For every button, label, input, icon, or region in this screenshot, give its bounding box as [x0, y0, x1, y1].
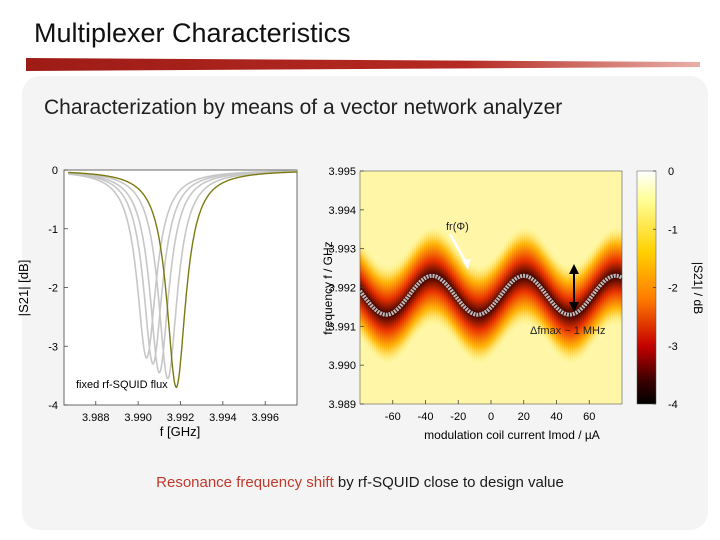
y-tick-label-right: 3.992	[328, 283, 356, 295]
heatmap-band-strip	[370, 253, 373, 355]
x-tick-label-right: -40	[418, 411, 434, 423]
heatmap-band-strip	[372, 255, 375, 357]
heatmap-band-strip	[502, 243, 505, 345]
y-tick-label-right: 3.989	[328, 399, 356, 411]
heatmap-band-strip	[612, 225, 615, 327]
delta-f-annotation: Δfmax ~ 1 MHz	[530, 325, 606, 337]
heatmap-band-strip	[404, 251, 407, 353]
x-axis-label-right: modulation coil current Imod / µA	[424, 428, 600, 442]
x-tick-label-right: 20	[518, 411, 530, 423]
x-tick-label-right: -20	[450, 411, 466, 423]
heatmap-band-strip	[504, 240, 507, 342]
caption-highlight: Resonance frequency shift	[156, 474, 334, 491]
heatmap-band-strip	[514, 229, 517, 331]
heatmap-band-strip	[506, 238, 509, 339]
fixed-flux-annotation: fixed rf-SQUID flux	[76, 379, 168, 391]
fr-arrow-head	[462, 259, 471, 270]
heatmap-band-strip	[550, 249, 553, 351]
y-tick-label-right: 3.993	[328, 244, 356, 256]
heatmap-band-strip	[428, 226, 431, 328]
heatmap-band-strip	[618, 225, 621, 327]
heatmap-band-strip	[448, 235, 451, 337]
heatmap-band-strip	[486, 261, 489, 363]
heatmap-band-strip	[452, 240, 455, 342]
y-axis-label-left: |S21| [dB]	[18, 260, 31, 317]
heatmap-band-strip	[586, 253, 589, 355]
x-tick-label-left: 3.992	[167, 412, 195, 424]
heatmap-band-strip	[560, 260, 563, 362]
spectrum-line-4	[68, 170, 297, 380]
x-tick-label-right: 40	[550, 411, 562, 423]
delta-f-arrow-top	[569, 264, 579, 274]
plot-frame-left	[63, 169, 298, 406]
x-tick-label-left: 3.988	[82, 412, 110, 424]
y-tick-label-right: 3.990	[328, 360, 356, 372]
heatmap-band-strip	[402, 253, 405, 355]
spectrum-line-5	[68, 171, 297, 389]
heatmap-band-strip	[434, 225, 437, 327]
colorbar-label: |S21| / dB	[691, 262, 705, 314]
heatmap-band-strip	[472, 262, 475, 364]
y-tick-label-left: 0	[52, 165, 58, 177]
heatmap-band-strip	[530, 227, 533, 329]
heatmap-band-strip	[442, 229, 445, 331]
x-tick-label-right: -60	[385, 411, 401, 423]
heatmap-band-strip	[450, 238, 453, 340]
heatmap-band-strip	[574, 263, 577, 365]
heatmap-band-strip	[374, 257, 377, 359]
heatmap-band-strip	[400, 256, 403, 358]
heatmap-band-strip	[376, 259, 379, 361]
heatmap-band-strip	[556, 256, 559, 358]
x-tick-label-right: 0	[488, 411, 494, 423]
y-tick-label-right: 3.991	[328, 321, 356, 333]
heatmap-band-strip	[390, 263, 393, 365]
heatmap-band-strip	[444, 231, 447, 333]
slide-subtitle: Characterization by means of a vector ne…	[44, 96, 563, 119]
y-tick-label-right: 3.995	[328, 166, 356, 178]
colorbar-tick-label: 0	[668, 166, 674, 178]
x-tick-label-left: 3.990	[124, 412, 152, 424]
heatmap-band-strip	[398, 258, 401, 360]
heatmap-band-strip	[478, 264, 481, 366]
y-axis-label-right: frequency f / GHz	[322, 241, 335, 334]
delta-f-arrow-bottom	[569, 302, 579, 312]
heatmap-band-strip	[524, 225, 527, 327]
heatmap-band-strip	[368, 251, 371, 352]
y-tick-label-left: -2	[48, 283, 58, 295]
title-underline	[26, 58, 700, 71]
y-tick-label-right: 3.994	[328, 205, 356, 217]
heatmap-band-strip	[500, 245, 503, 347]
heatmap-band-strip	[446, 233, 449, 335]
fr-annotation: fr(Φ)	[446, 221, 469, 233]
resonance-trace	[360, 273, 622, 317]
x-tick-label-left: 3.994	[209, 412, 237, 424]
heatmap-band-strip	[554, 254, 557, 356]
heatmap-band-strip	[384, 264, 387, 365]
colorbar-tick-label: -3	[668, 341, 678, 353]
y-tick-label-left: -1	[48, 224, 58, 236]
frequency-modulation-heatmap: -60 -40 -20 0 20 40 603.9953.9943.9933.9923.99…	[322, 166, 705, 442]
colorbar-tick-label: -1	[668, 224, 678, 236]
y-tick-label-left: -4	[48, 400, 58, 412]
heatmap-band-strip	[516, 228, 519, 329]
heatmap-band-strip	[568, 264, 571, 366]
caption-rest: by rf-SQUID close to design value	[333, 474, 564, 491]
x-tick-label-left: 3.996	[251, 412, 279, 424]
heatmap-band-strip	[622, 227, 625, 328]
heatmap-band-strip	[584, 255, 587, 357]
x-tick-label-right: 60	[583, 411, 595, 423]
heatmap-band-strip	[552, 251, 555, 353]
colorbar-tick-label: -2	[668, 283, 678, 295]
x-axis-label-left: f [GHz]	[160, 424, 200, 439]
heatmap-band-strip	[558, 258, 561, 360]
y-tick-label-left: -3	[48, 341, 58, 353]
transmission-spectrum-chart: 3.988 3.990 3.992 3.994 3.996 0 -1 -2 -3 -4 |S21|…	[18, 165, 298, 439]
heatmap-band-strip	[454, 243, 457, 345]
slide-caption: Resonance frequency shift by rf-SQUID cl…	[0, 474, 720, 491]
colorbar-tick-label: -4	[668, 399, 678, 411]
slide-title: Multiplexer Characteristics	[34, 18, 351, 48]
